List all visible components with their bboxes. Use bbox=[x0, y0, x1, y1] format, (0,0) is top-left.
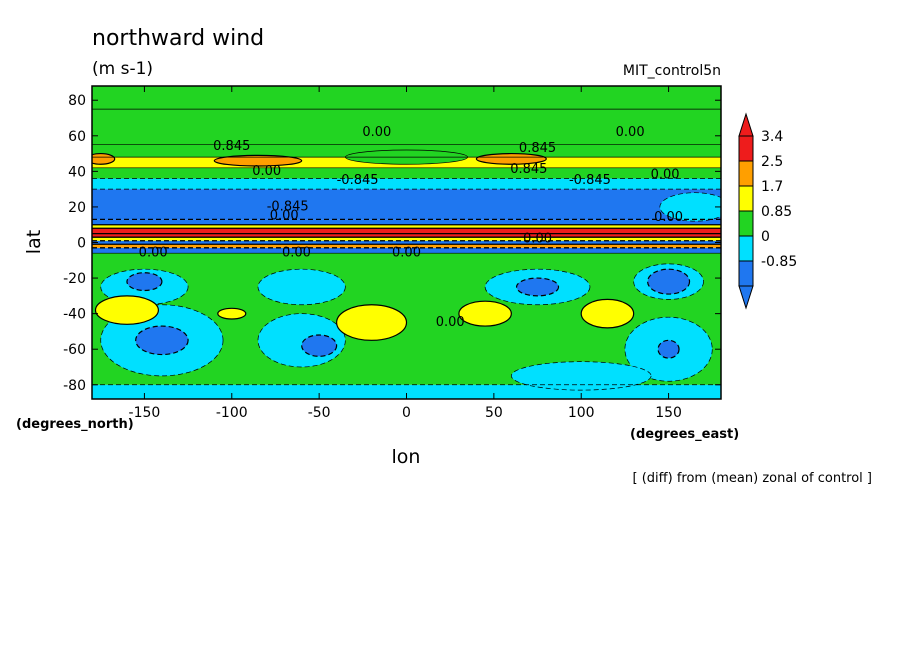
feature-20 bbox=[301, 334, 338, 357]
colorbar-swatch-1 bbox=[738, 235, 754, 262]
colorbar-swatch-4 bbox=[738, 160, 754, 187]
y-tick-label-2: -40 bbox=[63, 307, 86, 323]
x-tick-label-2: -50 bbox=[308, 405, 331, 421]
x-tick-label-3: 0 bbox=[402, 405, 411, 421]
contour-label-1: 0.845 bbox=[519, 141, 556, 156]
colorbar-swatch-2 bbox=[738, 210, 754, 237]
band-6 bbox=[92, 233, 721, 238]
band-16 bbox=[92, 86, 721, 110]
feature-18 bbox=[135, 325, 189, 356]
colorbar-label-1: 0 bbox=[761, 229, 770, 245]
y-tick-label-1: -60 bbox=[63, 342, 86, 358]
colorbar-label-0: -0.85 bbox=[761, 254, 797, 270]
chart-units: (m s-1) bbox=[92, 59, 153, 79]
colorbar: -0.85 0 0.85 1.7 2.5 3.4 bbox=[738, 112, 797, 310]
feature-23 bbox=[657, 339, 680, 359]
x-axis-label: lon bbox=[392, 446, 421, 468]
feature-12 bbox=[510, 361, 652, 391]
colorbar-swatch-5 bbox=[738, 135, 754, 162]
run-label: MIT_control5n bbox=[623, 63, 721, 79]
contour-label-15: 0.00 bbox=[392, 246, 421, 261]
feature-13 bbox=[94, 295, 159, 325]
contour-label-6: 0.00 bbox=[651, 167, 680, 182]
feature-0 bbox=[213, 154, 303, 167]
feature-19 bbox=[126, 272, 163, 292]
contour-label-2: 0.845 bbox=[510, 162, 547, 177]
y-axis: -80 -60 -40 -20 0 20 40 60 80 bbox=[63, 93, 721, 394]
contour-label-8: -0.845 bbox=[569, 173, 611, 188]
colorbar-arrow-bottom bbox=[738, 285, 754, 310]
band-8 bbox=[92, 224, 721, 229]
y-axis-units: (degrees_north) bbox=[16, 417, 134, 432]
feature-21 bbox=[515, 277, 560, 297]
y-tick-label-0: -80 bbox=[63, 378, 86, 394]
colorbar-swatch-0 bbox=[738, 260, 754, 287]
y-tick-label-5: 20 bbox=[68, 200, 86, 216]
contour-label-4: 0.00 bbox=[616, 125, 645, 140]
colorbar-swatch-3 bbox=[738, 185, 754, 212]
feature-6 bbox=[257, 268, 346, 306]
colorbar-label-4: 2.5 bbox=[761, 154, 783, 170]
band-2 bbox=[92, 247, 721, 254]
band-9 bbox=[92, 219, 721, 225]
y-tick-label-6: 40 bbox=[68, 164, 86, 180]
band-15 bbox=[92, 109, 721, 145]
x-axis: -150 -100 -50 0 50 100 150 bbox=[129, 86, 682, 421]
x-tick-label-1: -100 bbox=[216, 405, 248, 421]
contour-label-16: 0.00 bbox=[436, 315, 465, 330]
x-tick-label-4: 50 bbox=[485, 405, 503, 421]
contour-label-5: 0.00 bbox=[252, 164, 281, 179]
band-3 bbox=[92, 244, 721, 248]
contour-label-0: 0.845 bbox=[213, 139, 250, 154]
chart-title: northward wind bbox=[92, 26, 264, 51]
colorbar-label-3: 1.7 bbox=[761, 179, 783, 195]
x-tick-label-0: -150 bbox=[129, 405, 161, 421]
y-tick-label-4: 0 bbox=[77, 236, 86, 252]
y-tick-label-8: 80 bbox=[68, 93, 86, 109]
contour-label-13: 0.00 bbox=[139, 246, 168, 261]
contour-label-12: 0.00 bbox=[523, 232, 552, 247]
y-axis-label: lat bbox=[23, 230, 45, 254]
feature-14 bbox=[336, 304, 408, 341]
x-tick-label-6: 150 bbox=[655, 405, 682, 421]
band-7 bbox=[92, 228, 721, 234]
feature-1 bbox=[475, 152, 547, 165]
feature-15 bbox=[458, 300, 512, 327]
feature-17 bbox=[217, 307, 247, 320]
y-tick-label-3: -20 bbox=[63, 271, 86, 287]
band-5 bbox=[92, 237, 721, 241]
colorbar-arrow-top bbox=[738, 112, 754, 137]
contour-label-14: 0.00 bbox=[282, 246, 311, 261]
band-10 bbox=[92, 189, 721, 220]
contour-lines bbox=[92, 108, 721, 386]
feature-16 bbox=[580, 298, 635, 329]
contour-label-7: -0.845 bbox=[337, 173, 379, 188]
band-11 bbox=[92, 178, 721, 190]
feature-4 bbox=[659, 192, 721, 222]
contour-label-3: 0.00 bbox=[362, 125, 391, 140]
footnote: [ (diff) from (mean) zonal of control ] bbox=[633, 471, 872, 486]
colorbar-label-5: 3.4 bbox=[761, 129, 783, 145]
colorbar-label-2: 0.85 bbox=[761, 204, 792, 220]
x-axis-units: (degrees_east) bbox=[630, 427, 739, 442]
feature-2 bbox=[92, 152, 116, 165]
band-12 bbox=[92, 167, 721, 179]
x-tick-label-5: 100 bbox=[568, 405, 595, 421]
contour-label-10: 0.00 bbox=[270, 208, 299, 223]
contour-label-9: -0.845 bbox=[267, 199, 309, 214]
band-4 bbox=[92, 240, 721, 245]
y-tick-label-7: 60 bbox=[68, 129, 86, 145]
filled-contours bbox=[92, 86, 721, 399]
feature-22 bbox=[647, 268, 691, 295]
contour-label-11: 0.00 bbox=[654, 210, 683, 225]
